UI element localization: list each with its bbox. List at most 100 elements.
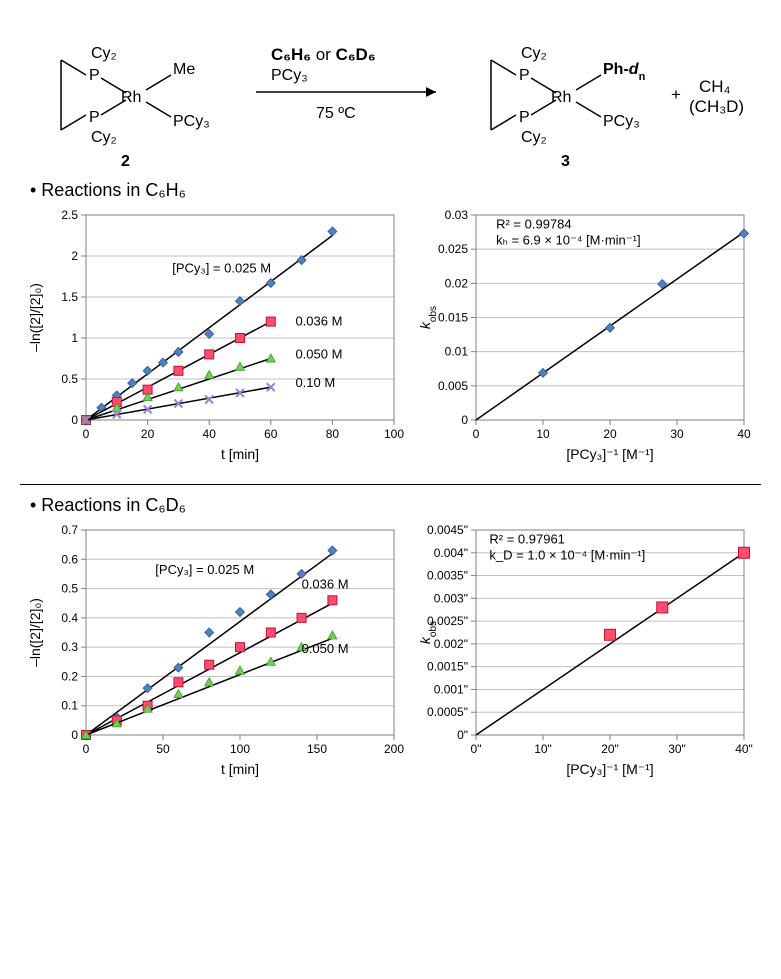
svg-text:0.6: 0.6 bbox=[61, 552, 78, 566]
svg-text:0: 0 bbox=[82, 742, 89, 756]
svg-text:0.015: 0.015 bbox=[437, 311, 467, 325]
svg-text:R² = 0.99784: R² = 0.99784 bbox=[496, 217, 572, 232]
chart-svg: 00.10.20.30.40.50.60.7050100150200[PCy₃]… bbox=[26, 520, 406, 780]
svg-text:0.003": 0.003" bbox=[433, 591, 467, 605]
product-number: 3 bbox=[561, 153, 570, 170]
svg-text:60: 60 bbox=[264, 427, 278, 441]
svg-text:10: 10 bbox=[536, 427, 550, 441]
svg-text:0.4: 0.4 bbox=[61, 611, 78, 625]
svg-text:1: 1 bbox=[71, 331, 78, 345]
svg-text:0: 0 bbox=[71, 413, 78, 427]
reactant-number: 2 bbox=[121, 153, 130, 170]
svg-text:0.036 M: 0.036 M bbox=[301, 577, 348, 592]
chart-svg: 00.511.522.5020406080100[PCy₃] = 0.025 M… bbox=[26, 205, 406, 465]
byproduct-ch4: CH₄ bbox=[699, 77, 731, 96]
svg-text:0.0015": 0.0015" bbox=[427, 660, 468, 674]
arrow-text-top: C₆H₆ or C₆D₆ bbox=[271, 45, 376, 64]
svg-text:20": 20" bbox=[601, 742, 619, 756]
svg-text:Cy₂: Cy₂ bbox=[521, 129, 547, 146]
svg-text:0.0005": 0.0005" bbox=[427, 705, 468, 719]
svg-text:kobs: kobs bbox=[417, 306, 439, 329]
svg-text:30": 30" bbox=[668, 742, 686, 756]
svg-text:kₕ = 6.9 × 10⁻⁴ [M·min⁻¹]: kₕ = 6.9 × 10⁻⁴ [M·min⁻¹] bbox=[496, 233, 640, 248]
svg-text:100: 100 bbox=[229, 742, 249, 756]
svg-text:0.5: 0.5 bbox=[61, 582, 78, 596]
svg-text:0.025: 0.025 bbox=[437, 242, 467, 256]
byproduct-ch3d: (CH₃D) bbox=[689, 97, 744, 116]
scheme-cy2-top: Cy₂ bbox=[91, 45, 117, 62]
svg-text:t [min]: t [min] bbox=[220, 761, 258, 777]
svg-text:40: 40 bbox=[202, 427, 216, 441]
scheme-rh: Rh bbox=[121, 89, 141, 106]
scheme-phdn: Ph-dn bbox=[603, 61, 646, 83]
svg-text:0.050 M: 0.050 M bbox=[301, 641, 348, 656]
svg-text:2: 2 bbox=[71, 249, 78, 263]
svg-text:P: P bbox=[519, 67, 530, 84]
arrow-text-mid: PCy₃ bbox=[271, 67, 308, 84]
svg-text:Rh: Rh bbox=[551, 89, 571, 106]
svg-text:[PCy₃]⁻¹ [M⁻¹]: [PCy₃]⁻¹ [M⁻¹] bbox=[566, 446, 653, 462]
svg-text:50: 50 bbox=[156, 742, 170, 756]
arrow-text-bot: 75 ºC bbox=[316, 105, 356, 122]
svg-text:0.5: 0.5 bbox=[61, 372, 78, 386]
divider bbox=[20, 484, 761, 485]
section-d-title: • Reactions in C₆D₆ bbox=[30, 495, 761, 516]
chart-c: 00.10.20.30.40.50.60.7050100150200[PCy₃]… bbox=[26, 520, 406, 785]
svg-text:[PCy₃] = 0.025 M: [PCy₃] = 0.025 M bbox=[172, 260, 271, 275]
plus-sign: + bbox=[671, 85, 681, 104]
svg-text:0: 0 bbox=[472, 427, 479, 441]
svg-text:[PCy₃]⁻¹ [M⁻¹]: [PCy₃]⁻¹ [M⁻¹] bbox=[566, 761, 653, 777]
svg-text:k_D = 1.0 × 10⁻⁴ [M·min⁻¹]: k_D = 1.0 × 10⁻⁴ [M·min⁻¹] bbox=[489, 548, 645, 563]
svg-text:0: 0 bbox=[461, 413, 468, 427]
svg-text:80: 80 bbox=[325, 427, 339, 441]
chart-b: 00.0050.010.0150.020.0250.03010203040[PC… bbox=[416, 205, 756, 470]
svg-text:Cy₂: Cy₂ bbox=[521, 45, 547, 62]
svg-text:10": 10" bbox=[534, 742, 552, 756]
svg-text:0.050 M: 0.050 M bbox=[295, 347, 342, 362]
panel-row-d: 00.10.20.30.40.50.60.7050100150200[PCy₃]… bbox=[20, 520, 761, 785]
scheme-me: Me bbox=[173, 61, 195, 78]
svg-text:200: 200 bbox=[383, 742, 403, 756]
svg-text:PCy₃: PCy₃ bbox=[603, 113, 640, 130]
section-h-title: • Reactions in C₆H₆ bbox=[30, 180, 761, 201]
scheme-svg: P P Cy₂ Cy₂ Rh Me PCy₃ 2 C₆H₆ or C₆D₆ PC… bbox=[21, 20, 761, 170]
svg-text:0.002": 0.002" bbox=[433, 637, 467, 651]
svg-text:0.0035": 0.0035" bbox=[427, 569, 468, 583]
svg-text:0.02: 0.02 bbox=[444, 276, 468, 290]
svg-text:0: 0 bbox=[71, 728, 78, 742]
svg-text:1.5: 1.5 bbox=[61, 290, 78, 304]
scheme-p: P bbox=[89, 109, 100, 126]
chart-a: 00.511.522.5020406080100[PCy₃] = 0.025 M… bbox=[26, 205, 406, 470]
svg-text:150: 150 bbox=[306, 742, 326, 756]
svg-text:R² = 0.97961: R² = 0.97961 bbox=[489, 532, 565, 547]
svg-text:0.3: 0.3 bbox=[61, 640, 78, 654]
chart-svg: 0"0.0005"0.001"0.0015"0.002"0.0025"0.003… bbox=[416, 520, 756, 780]
svg-text:0.7: 0.7 bbox=[61, 523, 78, 537]
svg-text:0.001": 0.001" bbox=[433, 682, 467, 696]
svg-text:0.005: 0.005 bbox=[437, 379, 467, 393]
chart-svg: 00.0050.010.0150.020.0250.03010203040[PC… bbox=[416, 205, 756, 465]
svg-text:[PCy₃] = 0.025 M: [PCy₃] = 0.025 M bbox=[155, 562, 254, 577]
svg-text:2.5: 2.5 bbox=[61, 208, 78, 222]
scheme-pcy3: PCy₃ bbox=[173, 113, 210, 130]
svg-text:0.004": 0.004" bbox=[433, 546, 467, 560]
svg-text:–ln([2]/[2]₀): –ln([2]/[2]₀) bbox=[27, 598, 43, 667]
svg-text:0.1: 0.1 bbox=[61, 699, 78, 713]
svg-text:0.10 M: 0.10 M bbox=[295, 375, 335, 390]
svg-text:40": 40" bbox=[735, 742, 753, 756]
svg-text:0: 0 bbox=[82, 427, 89, 441]
svg-text:0.03: 0.03 bbox=[444, 208, 468, 222]
svg-text:P: P bbox=[519, 109, 530, 126]
svg-text:0": 0" bbox=[470, 742, 481, 756]
svg-text:20: 20 bbox=[140, 427, 154, 441]
scheme-cy2-bot: Cy₂ bbox=[91, 129, 117, 146]
chart-d: 0"0.0005"0.001"0.0015"0.002"0.0025"0.003… bbox=[416, 520, 756, 785]
reaction-scheme: P P Cy₂ Cy₂ Rh Me PCy₃ 2 C₆H₆ or C₆D₆ PC… bbox=[20, 20, 761, 170]
scheme-p: P bbox=[89, 67, 100, 84]
svg-text:0.036 M: 0.036 M bbox=[295, 314, 342, 329]
panel-row-h: 00.511.522.5020406080100[PCy₃] = 0.025 M… bbox=[20, 205, 761, 470]
svg-text:30: 30 bbox=[670, 427, 684, 441]
svg-text:–ln([2]/[2]₀): –ln([2]/[2]₀) bbox=[27, 283, 43, 352]
svg-text:0.0045": 0.0045" bbox=[427, 523, 468, 537]
svg-text:20: 20 bbox=[603, 427, 617, 441]
